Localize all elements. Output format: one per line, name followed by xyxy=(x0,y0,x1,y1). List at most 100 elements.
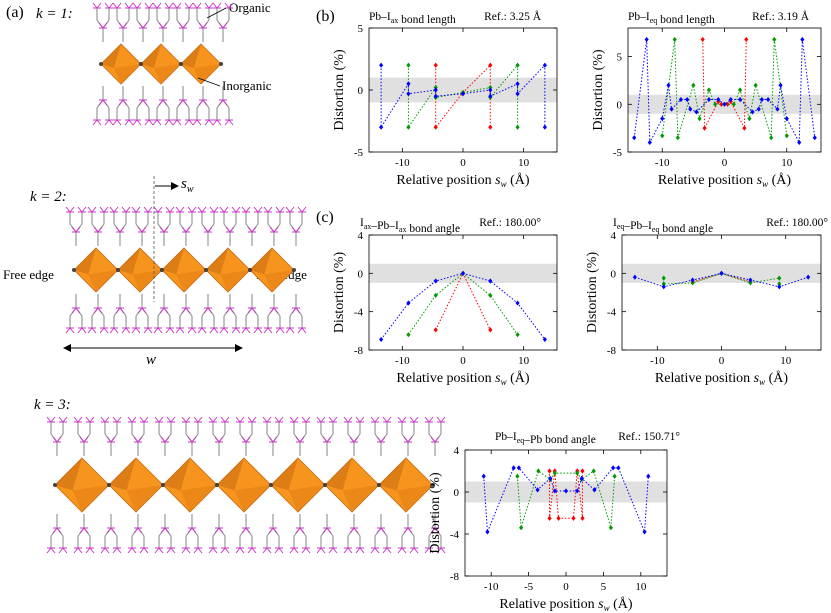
data-point-k=3 xyxy=(481,473,486,479)
data-point-k=2 xyxy=(552,470,557,476)
data-point-k=3 xyxy=(542,124,547,130)
free-edge-left-label: Free edge xyxy=(3,267,54,282)
data-point-k=2 xyxy=(706,87,712,93)
x-axis-label: Relative position sw (Å) xyxy=(658,172,792,189)
data-point-k=1 xyxy=(556,515,561,521)
data-point-k=2 xyxy=(519,525,524,531)
data-point-k=3 xyxy=(511,465,516,471)
data-point-k=2 xyxy=(515,62,520,68)
data-point-k=1 xyxy=(702,125,707,131)
x-tick-label: -10 xyxy=(655,157,670,169)
data-point-k=3 xyxy=(646,473,651,479)
data-point-k=3 xyxy=(688,106,693,112)
data-point-k=2 xyxy=(591,468,596,474)
y-axis-label: Distortion (%) xyxy=(428,472,443,554)
data-point-k=3 xyxy=(592,487,597,493)
data-point-k=3 xyxy=(722,101,727,107)
data-point-k=2 xyxy=(488,292,493,298)
data-point-k=1 xyxy=(700,36,705,43)
x-tick-label: 0 xyxy=(460,355,466,367)
data-point-k=3 xyxy=(750,109,755,115)
data-point-k=3 xyxy=(460,91,466,97)
data-point-k=2 xyxy=(515,124,520,130)
x-tick-label: -10 xyxy=(484,581,499,593)
organic-label: Organic xyxy=(229,0,271,15)
data-point-k=3 xyxy=(784,116,789,122)
x-axis-label: Relative position sw (Å) xyxy=(396,370,530,387)
data-point-k=3 xyxy=(433,93,438,99)
data-point-k=1 xyxy=(488,124,493,130)
data-point-k=1 xyxy=(433,327,438,333)
data-point-k=3 xyxy=(678,96,683,103)
y-axis-label: Distortion (%) xyxy=(332,49,347,131)
data-point-k=1 xyxy=(580,515,585,521)
data-point-k=2 xyxy=(406,332,411,338)
data-point-k=2 xyxy=(406,62,411,68)
y-axis-label: Distortion (%) xyxy=(332,252,347,334)
data-point-k=1 xyxy=(488,327,493,333)
k2-label: k = 2: xyxy=(30,189,67,205)
chart-pb-ieq-length: -5 0 5 -10 0 10 Pb–Ieq bond length Ref.: 3.19 Å… xyxy=(591,9,822,189)
data-point-k=2 xyxy=(672,36,677,43)
data-point-k=1 xyxy=(580,468,585,474)
data-point-k=2 xyxy=(737,87,743,93)
y-tick-label: 4 xyxy=(454,445,460,457)
data-point-k=1 xyxy=(488,62,493,68)
x-axis-label: Relative position sw (Å) xyxy=(499,596,633,613)
data-point-k=3 xyxy=(406,300,411,306)
x-tick-label: -5 xyxy=(524,581,534,593)
data-point-k=3 xyxy=(548,475,553,481)
data-point-k=3 xyxy=(632,274,637,280)
data-point-k=2 xyxy=(748,280,753,286)
data-point-k=3 xyxy=(806,274,811,280)
series-line-k=1 xyxy=(549,470,583,519)
panel-label-c: (c) xyxy=(316,209,334,226)
data-point-k=3 xyxy=(515,81,520,87)
y-tick-label: -4 xyxy=(607,307,617,319)
y-tick-label: -8 xyxy=(354,345,364,357)
data-point-k=2 xyxy=(661,275,666,281)
data-point-k=2 xyxy=(608,525,613,531)
data-point-k=2 xyxy=(784,133,789,139)
data-point-k=2 xyxy=(753,82,758,88)
data-point-k=3 xyxy=(616,465,621,471)
data-point-k=3 xyxy=(579,475,584,481)
data-point-k=1 xyxy=(742,125,747,131)
chart-title: Pb–Ieq bond length xyxy=(628,11,715,26)
x-tick-label: 10 xyxy=(518,157,530,169)
chart-reference: Ref.: 3.25 Å xyxy=(484,9,542,23)
data-point-k=3 xyxy=(488,87,493,93)
data-point-k=3 xyxy=(800,36,805,43)
data-point-k=3 xyxy=(406,81,411,87)
x-tick-label: -10 xyxy=(395,157,410,169)
x-tick-label: 10 xyxy=(781,157,793,169)
chart-reference: Ref.: 180.00° xyxy=(479,217,541,229)
data-point-k=3 xyxy=(488,93,493,99)
x-tick-label: 0 xyxy=(460,157,466,169)
inorganic-label: Inorganic xyxy=(222,78,272,93)
data-point-k=3 xyxy=(575,488,580,494)
data-point-k=2 xyxy=(612,473,617,479)
y-tick-label: -5 xyxy=(613,147,623,159)
data-point-k=3 xyxy=(660,116,665,122)
inorganic-leader-line xyxy=(197,77,221,87)
chart-pb-iax-length: -5 0 5 -10 0 10 Pb–Iax bond length Ref.: 3.25 Å… xyxy=(332,9,558,189)
data-point-k=1 xyxy=(719,101,724,107)
data-point-k=2 xyxy=(772,36,777,43)
data-point-k=2 xyxy=(690,280,695,286)
data-point-k=3 xyxy=(756,106,761,112)
data-point-k=2 xyxy=(713,101,718,107)
data-point-k=3 xyxy=(515,300,520,306)
data-point-k=3 xyxy=(406,91,411,97)
chart-title: Pb–Iax bond length xyxy=(369,11,456,26)
data-point-k=3 xyxy=(611,465,616,471)
data-point-k=3 xyxy=(797,139,802,146)
data-point-k=1 xyxy=(433,124,438,130)
y-tick-label: -4 xyxy=(354,307,364,319)
data-point-k=3 xyxy=(777,284,782,290)
data-point-k=2 xyxy=(697,116,702,122)
series-line-k=2 xyxy=(661,39,788,138)
data-point-k=3 xyxy=(535,487,540,493)
x-axis-label: Relative position sw (Å) xyxy=(396,172,530,189)
